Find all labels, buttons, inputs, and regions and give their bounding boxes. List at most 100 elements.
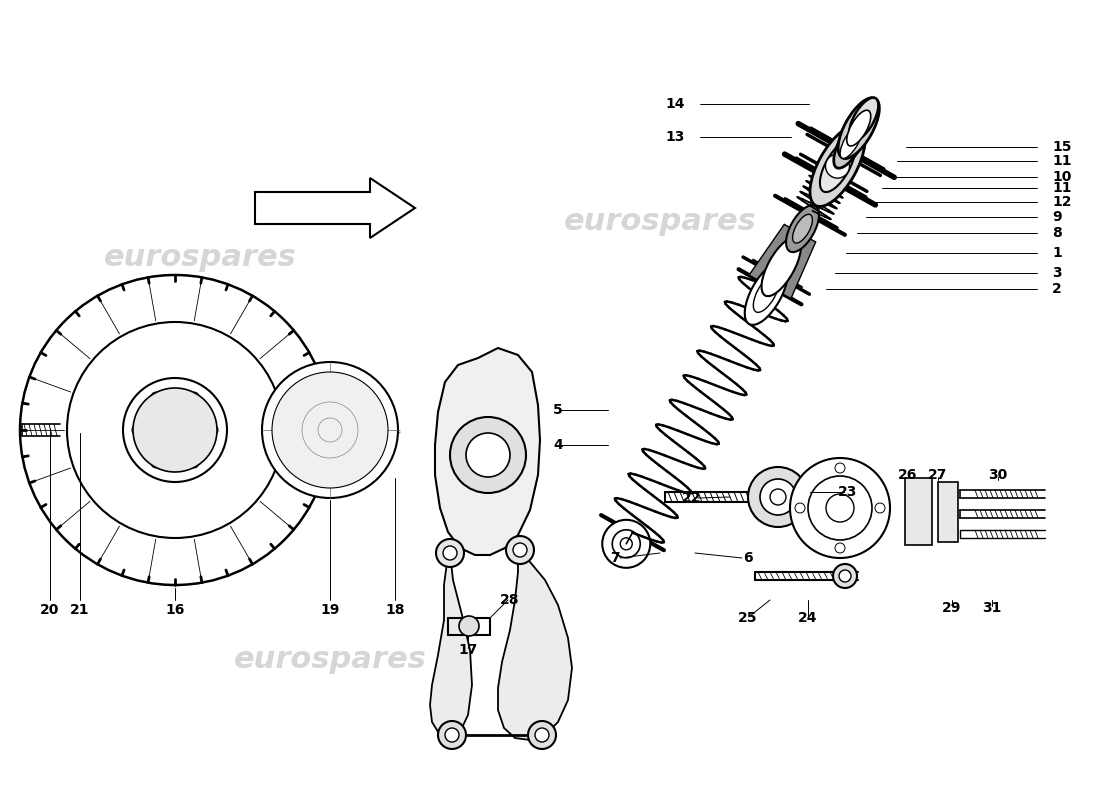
Circle shape <box>151 458 161 468</box>
Circle shape <box>160 414 191 446</box>
Text: 24: 24 <box>799 611 817 625</box>
Ellipse shape <box>754 274 779 312</box>
Circle shape <box>123 378 227 482</box>
Circle shape <box>760 479 796 515</box>
Circle shape <box>465 471 475 482</box>
Text: 31: 31 <box>982 601 1002 615</box>
Circle shape <box>20 275 330 585</box>
Circle shape <box>613 530 640 558</box>
Circle shape <box>67 322 283 538</box>
Text: 12: 12 <box>1052 194 1071 209</box>
Circle shape <box>350 396 364 410</box>
Circle shape <box>943 527 953 537</box>
Circle shape <box>296 450 310 464</box>
Circle shape <box>506 536 534 564</box>
Text: 30: 30 <box>989 468 1008 482</box>
Circle shape <box>302 402 358 458</box>
Text: 22: 22 <box>682 491 702 505</box>
Circle shape <box>748 467 808 527</box>
Ellipse shape <box>834 114 869 168</box>
Circle shape <box>466 433 510 477</box>
Circle shape <box>603 520 650 568</box>
Text: 2: 2 <box>1052 282 1062 296</box>
Text: 15: 15 <box>1052 140 1071 154</box>
Circle shape <box>133 388 217 472</box>
Circle shape <box>208 425 218 435</box>
Circle shape <box>528 721 556 749</box>
Text: 11: 11 <box>1052 154 1071 169</box>
Text: eurospares: eurospares <box>103 243 296 273</box>
Circle shape <box>443 546 456 560</box>
Text: 23: 23 <box>838 485 858 499</box>
Polygon shape <box>938 482 958 542</box>
Ellipse shape <box>820 140 855 192</box>
Polygon shape <box>434 348 540 555</box>
Circle shape <box>500 429 512 438</box>
Circle shape <box>833 564 857 588</box>
Text: 8: 8 <box>1052 226 1062 240</box>
Text: 29: 29 <box>943 601 961 615</box>
Text: 7: 7 <box>610 551 619 565</box>
Circle shape <box>535 728 549 742</box>
Circle shape <box>513 543 527 557</box>
Text: 18: 18 <box>385 603 405 617</box>
Circle shape <box>318 418 342 442</box>
Circle shape <box>438 721 466 749</box>
Text: eurospares: eurospares <box>233 646 427 674</box>
Circle shape <box>770 489 786 505</box>
Circle shape <box>505 468 515 478</box>
Circle shape <box>272 372 388 488</box>
Ellipse shape <box>761 237 801 296</box>
Text: 5: 5 <box>553 403 563 417</box>
Ellipse shape <box>838 98 879 158</box>
Text: 9: 9 <box>1052 210 1062 224</box>
Text: 19: 19 <box>320 603 340 617</box>
Circle shape <box>839 570 851 582</box>
Circle shape <box>296 396 310 410</box>
Ellipse shape <box>810 126 865 206</box>
Text: 4: 4 <box>553 438 563 452</box>
Circle shape <box>808 476 872 540</box>
Text: 17: 17 <box>459 643 477 657</box>
Ellipse shape <box>745 262 788 325</box>
Polygon shape <box>905 478 932 545</box>
Circle shape <box>795 503 805 513</box>
Polygon shape <box>430 553 472 738</box>
Circle shape <box>835 543 845 553</box>
Ellipse shape <box>793 214 813 243</box>
Circle shape <box>436 539 464 567</box>
Circle shape <box>189 392 199 402</box>
Text: 27: 27 <box>928 468 948 482</box>
Text: 6: 6 <box>744 551 752 565</box>
Circle shape <box>826 494 854 522</box>
Circle shape <box>835 463 845 473</box>
Text: 14: 14 <box>666 98 685 111</box>
Circle shape <box>459 616 478 636</box>
Circle shape <box>825 154 849 178</box>
Text: 11: 11 <box>1052 182 1071 195</box>
Circle shape <box>620 538 632 550</box>
Polygon shape <box>749 224 816 298</box>
Polygon shape <box>498 550 572 740</box>
Circle shape <box>874 503 886 513</box>
Text: 26: 26 <box>899 468 917 482</box>
Text: 21: 21 <box>70 603 90 617</box>
Circle shape <box>446 728 459 742</box>
Ellipse shape <box>847 110 871 146</box>
Circle shape <box>450 417 526 493</box>
Circle shape <box>943 487 953 497</box>
Circle shape <box>189 458 199 468</box>
Circle shape <box>462 432 472 442</box>
Text: 28: 28 <box>500 593 519 607</box>
Ellipse shape <box>849 98 879 141</box>
Circle shape <box>790 458 890 558</box>
Text: 20: 20 <box>41 603 59 617</box>
Polygon shape <box>255 178 415 238</box>
Ellipse shape <box>786 206 820 252</box>
Circle shape <box>262 362 398 498</box>
Text: 13: 13 <box>666 130 685 144</box>
Text: 16: 16 <box>165 603 185 617</box>
Text: 3: 3 <box>1052 266 1062 280</box>
Circle shape <box>151 392 161 402</box>
Text: eurospares: eurospares <box>563 207 757 237</box>
